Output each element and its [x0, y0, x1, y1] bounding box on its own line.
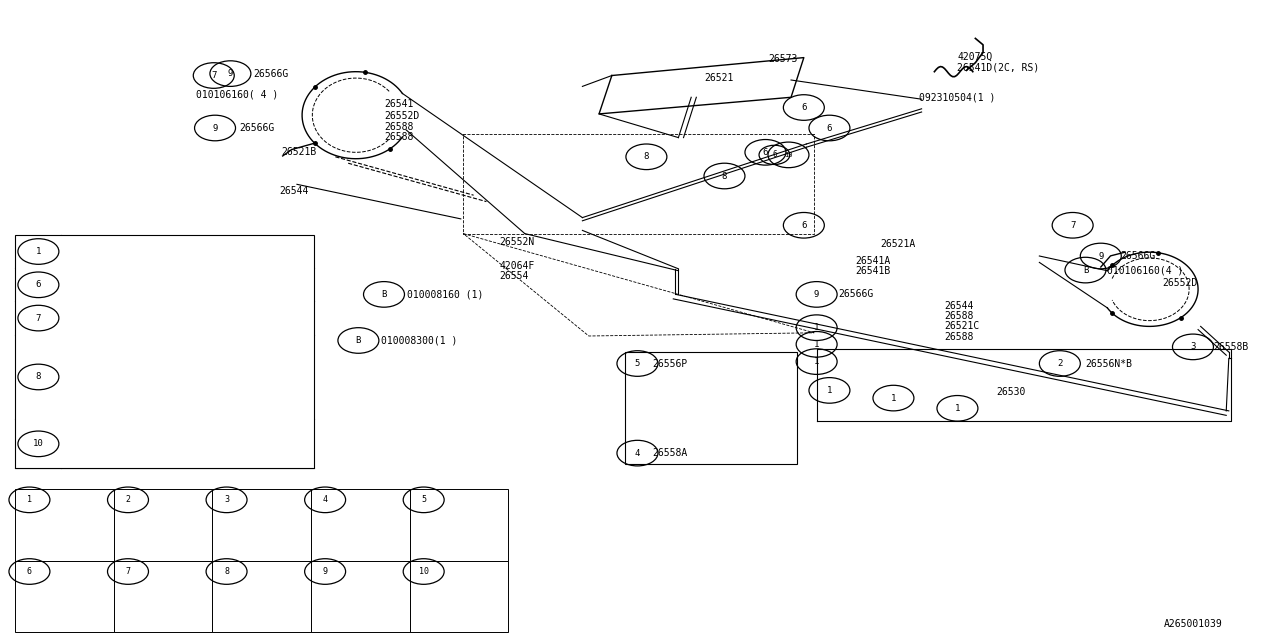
Text: 10: 10: [419, 567, 429, 576]
Text: 9: 9: [323, 567, 328, 576]
Bar: [15, 235, 314, 468]
Text: 26558B: 26558B: [1213, 342, 1249, 352]
Bar: [410, 561, 508, 632]
Text: 8: 8: [722, 172, 727, 180]
Text: 26588: 26588: [384, 122, 413, 132]
Text: 42064F: 42064F: [499, 260, 535, 271]
Text: 26566A: 26566A: [68, 247, 100, 256]
Text: 26552N: 26552N: [499, 237, 535, 247]
Text: 26541B: 26541B: [855, 266, 891, 276]
Text: 010106160( 4 ): 010106160( 4 ): [196, 89, 278, 99]
Text: 26566G: 26566G: [838, 289, 874, 300]
Text: 6: 6: [772, 150, 777, 159]
Text: 42075Q: 42075Q: [957, 51, 993, 61]
Text: 26541A: 26541A: [855, 256, 891, 266]
Text: 10: 10: [785, 152, 792, 158]
Text: 6: 6: [801, 221, 806, 230]
Text: B: B: [381, 290, 387, 299]
Text: 26554: 26554: [499, 271, 529, 281]
Text: 7: 7: [1070, 221, 1075, 230]
Text: 26521: 26521: [704, 73, 733, 83]
Text: 26544: 26544: [945, 301, 974, 311]
Text: B: B: [356, 336, 361, 345]
Text: 1: 1: [891, 394, 896, 403]
Text: 7: 7: [36, 314, 41, 323]
Text: 26557U
(9408-    )<U1>: 26557U (9408- )<U1>: [68, 434, 148, 454]
Text: 26544: 26544: [279, 186, 308, 196]
Bar: [212, 489, 311, 561]
Text: 26552D: 26552D: [384, 111, 420, 122]
Text: 26521A: 26521A: [881, 239, 916, 250]
Text: 26556N*C
26556Q
(9408-9806)<U1>
26556V
(9807-    ): 26556N*C 26556Q (9408-9806)<U1> 26556V (…: [68, 350, 148, 404]
Text: 1: 1: [36, 247, 41, 256]
Text: 4: 4: [635, 449, 640, 458]
Text: 26541D(2C, RS): 26541D(2C, RS): [957, 62, 1039, 72]
Text: 2: 2: [1057, 359, 1062, 368]
Text: 9: 9: [228, 69, 233, 78]
Text: 26556□: 26556□: [68, 280, 100, 289]
Bar: [114, 561, 212, 632]
Text: 1: 1: [814, 323, 819, 332]
Bar: [114, 489, 212, 561]
Text: 2: 2: [125, 495, 131, 504]
Text: 26566G: 26566G: [1120, 251, 1156, 261]
Text: B: B: [1083, 266, 1088, 275]
Text: 26588: 26588: [945, 311, 974, 321]
Text: 010008160 (1): 010008160 (1): [407, 289, 484, 300]
Text: 5: 5: [635, 359, 640, 368]
Bar: [625, 352, 797, 464]
Text: A265001039: A265001039: [1164, 619, 1222, 629]
Bar: [15, 489, 114, 561]
Text: 26566G: 26566G: [239, 123, 275, 133]
Text: 092310504(1 ): 092310504(1 ): [919, 92, 996, 102]
Text: 26588: 26588: [945, 332, 974, 342]
Text: 9: 9: [212, 124, 218, 132]
Text: 26552D: 26552D: [1162, 278, 1198, 288]
Text: 26556P: 26556P: [653, 358, 689, 369]
Text: 1: 1: [955, 404, 960, 413]
Text: 4: 4: [323, 495, 328, 504]
Text: 3: 3: [224, 495, 229, 504]
Text: 26556N*B: 26556N*B: [1085, 358, 1133, 369]
Text: 26521B: 26521B: [282, 147, 317, 157]
Text: 26558A: 26558A: [653, 448, 689, 458]
Text: 26573: 26573: [768, 54, 797, 64]
Text: 1: 1: [814, 357, 819, 366]
Text: 8: 8: [36, 372, 41, 381]
Text: 9: 9: [814, 290, 819, 299]
Text: 1: 1: [27, 495, 32, 504]
Text: 3: 3: [1190, 342, 1196, 351]
Text: 010008300(1 ): 010008300(1 ): [381, 335, 458, 346]
Text: 7: 7: [211, 71, 216, 80]
Text: 6: 6: [801, 103, 806, 112]
Text: 1: 1: [827, 386, 832, 395]
Text: 7: 7: [125, 567, 131, 576]
Bar: [15, 561, 114, 632]
Text: 26541: 26541: [384, 99, 413, 109]
Polygon shape: [599, 58, 804, 114]
Bar: [311, 489, 410, 561]
Text: 1: 1: [814, 340, 819, 349]
Text: 6: 6: [36, 280, 41, 289]
Text: 10: 10: [33, 439, 44, 449]
Bar: [212, 561, 311, 632]
Text: 26530: 26530: [996, 387, 1025, 397]
Text: 26566G: 26566G: [253, 68, 289, 79]
Bar: [311, 561, 410, 632]
Text: 26588: 26588: [384, 132, 413, 142]
Text: 26557A: 26557A: [68, 314, 100, 323]
Text: 6: 6: [827, 124, 832, 132]
Bar: [410, 489, 508, 561]
Text: 8: 8: [224, 567, 229, 576]
Text: 9: 9: [1098, 252, 1103, 260]
Text: 8: 8: [644, 152, 649, 161]
Text: 26521C: 26521C: [945, 321, 980, 332]
Text: 5: 5: [421, 495, 426, 504]
Text: 6: 6: [763, 148, 768, 157]
Text: 010106160(4 ): 010106160(4 ): [1107, 265, 1184, 275]
Text: 6: 6: [27, 567, 32, 576]
